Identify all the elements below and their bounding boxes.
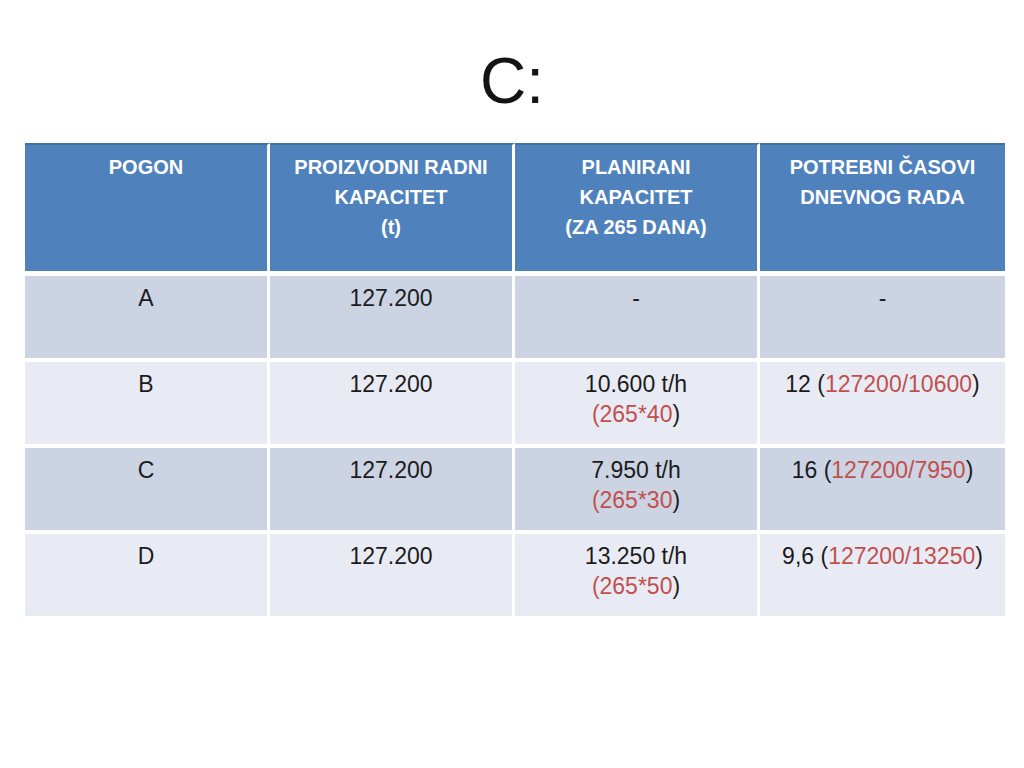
planned-value: 13.250 t/h xyxy=(515,541,757,571)
cell-planned: 13.250 t/h (265*50) xyxy=(515,534,760,616)
planned-value: 7.950 t/h xyxy=(515,455,757,485)
table-row-b: B 127.200 10.600 t/h (265*40) 12 (127200… xyxy=(25,362,1005,448)
header-cell-proizvodni-kapacitet: PROIZVODNI RADNI KAPACITET (t) xyxy=(270,143,515,276)
planned-value: 10.600 t/h xyxy=(515,369,757,399)
table-body: A 127.200 - - B 127.200 10.600 t/h (265*… xyxy=(25,276,1005,616)
planned-formula: (265*40) xyxy=(515,399,757,429)
cell-planned: 10.600 t/h (265*40) xyxy=(515,362,760,448)
header-cell-potrebni-casovi: POTREBNI ČASOVI DNEVNOG RADA xyxy=(760,143,1005,276)
cell-hours: 9,6 (127200/13250) xyxy=(760,534,1005,616)
capacity-table: POGON PROIZVODNI RADNI KAPACITET (t) PLA… xyxy=(25,143,1005,616)
cell-capacity: 127.200 xyxy=(270,448,515,534)
cell-hours: - xyxy=(760,276,1005,362)
table-row-c: C 127.200 7.950 t/h (265*30) 16 (127200/… xyxy=(25,448,1005,534)
cell-planned: - xyxy=(515,276,760,362)
header-cell-pogon: POGON xyxy=(25,143,270,276)
planned-formula: (265*50) xyxy=(515,571,757,601)
table-row-a: A 127.200 - - xyxy=(25,276,1005,362)
cell-capacity: 127.200 xyxy=(270,534,515,616)
planned-value: - xyxy=(515,283,757,313)
cell-pogon: A xyxy=(25,276,270,362)
cell-planned: 7.950 t/h (265*30) xyxy=(515,448,760,534)
header-row: POGON PROIZVODNI RADNI KAPACITET (t) PLA… xyxy=(25,143,1005,276)
planned-formula: (265*30) xyxy=(515,485,757,515)
cell-pogon: B xyxy=(25,362,270,448)
cell-hours: 12 (127200/10600) xyxy=(760,362,1005,448)
header-cell-planirani-kapacitet: PLANIRANI KAPACITET (ZA 265 DANA) xyxy=(515,143,760,276)
table-row-d: D 127.200 13.250 t/h (265*50) 9,6 (12720… xyxy=(25,534,1005,616)
slide-title: C: xyxy=(0,46,1024,116)
cell-pogon: C xyxy=(25,448,270,534)
table-header: POGON PROIZVODNI RADNI KAPACITET (t) PLA… xyxy=(25,143,1005,276)
cell-hours: 16 (127200/7950) xyxy=(760,448,1005,534)
cell-capacity: 127.200 xyxy=(270,362,515,448)
cell-pogon: D xyxy=(25,534,270,616)
cell-capacity: 127.200 xyxy=(270,276,515,362)
